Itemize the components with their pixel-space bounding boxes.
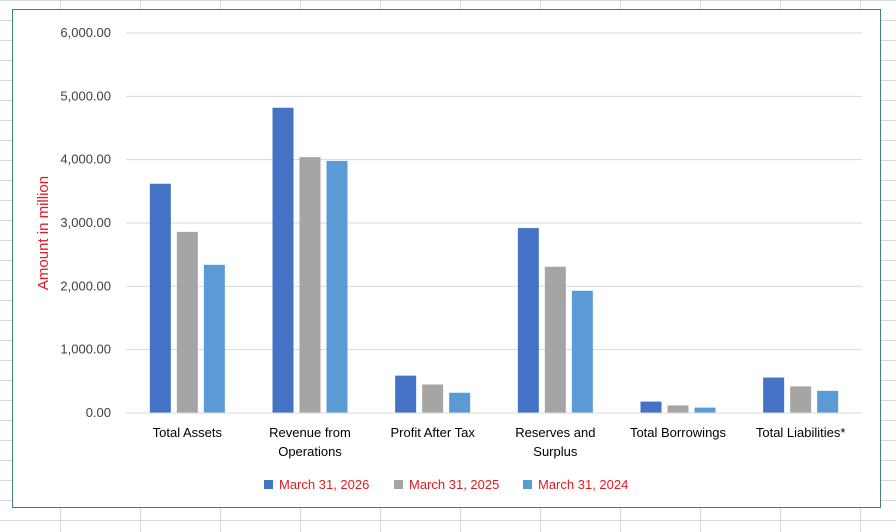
gridlines	[126, 32, 862, 351]
bar[interactable]	[544, 266, 566, 413]
bar[interactable]	[422, 384, 444, 414]
legend-label: March 31, 2026	[279, 477, 369, 492]
bar[interactable]	[449, 392, 471, 413]
x-category-label: Total Borrowings	[630, 425, 727, 440]
y-tick-label: 1,000.00	[60, 342, 111, 357]
y-tick-label: 5,000.00	[60, 88, 111, 103]
legend-swatch	[264, 480, 273, 489]
x-category-label: Reserves and Surplus	[515, 425, 595, 459]
legend-item[interactable]: March 31, 2024	[523, 477, 628, 492]
bar[interactable]	[395, 375, 417, 413]
legend-swatch	[394, 480, 403, 489]
legend-swatch	[523, 480, 532, 489]
bar[interactable]	[149, 183, 171, 413]
bar[interactable]	[272, 107, 294, 413]
x-axis-categories: Total Assets Revenue from Operations Profit…	[153, 425, 846, 459]
legend[interactable]: March 31, 2026 March 31, 2025 March 31, 20…	[264, 477, 628, 492]
x-category-label: Total Liabilities*	[756, 425, 846, 440]
bar[interactable]	[571, 290, 593, 413]
bar[interactable]	[299, 157, 321, 413]
bar[interactable]	[176, 231, 198, 413]
bar[interactable]	[640, 401, 662, 413]
bar[interactable]	[817, 390, 839, 413]
y-tick-label: 6,000.00	[60, 25, 111, 40]
y-tick-label: 4,000.00	[60, 152, 111, 167]
x-category-label: Profit After Tax	[391, 425, 476, 440]
x-category-label: Total Assets	[153, 425, 223, 440]
bar[interactable]	[326, 160, 348, 413]
chart-area[interactable]: 0.00 1,000.00 2,000.00 3,000.00 4,000.00 5,00…	[12, 9, 881, 508]
y-tick-label: 0.00	[86, 405, 111, 420]
legend-label: March 31, 2024	[538, 477, 628, 492]
bar[interactable]	[694, 407, 716, 413]
y-axis-label: Amount in million	[35, 176, 52, 290]
bar[interactable]	[763, 377, 785, 413]
y-tick-label: 2,000.00	[60, 278, 111, 293]
bar[interactable]	[790, 386, 812, 413]
legend-label: March 31, 2025	[409, 477, 499, 492]
bar[interactable]	[203, 264, 225, 413]
legend-item[interactable]: March 31, 2025	[394, 477, 499, 492]
legend-item[interactable]: March 31, 2026	[264, 477, 369, 492]
y-tick-label: 3,000.00	[60, 215, 111, 230]
x-category-label: Revenue from Operations	[269, 425, 351, 459]
y-axis-ticks: 0.00 1,000.00 2,000.00 3,000.00 4,000.00 5,00…	[60, 25, 111, 420]
bars	[149, 107, 839, 414]
bar[interactable]	[517, 228, 539, 413]
bar-chart: 0.00 1,000.00 2,000.00 3,000.00 4,000.00 5,00…	[35, 25, 862, 492]
bar[interactable]	[667, 405, 689, 413]
